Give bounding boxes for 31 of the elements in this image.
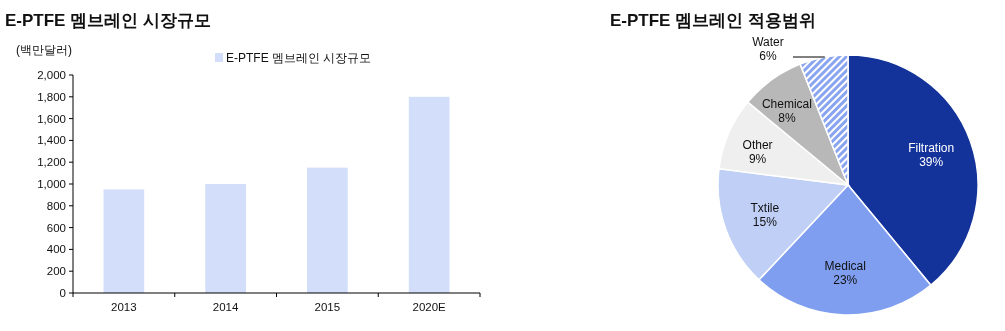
slice-label: Txtile [750,200,780,215]
y-tick-label: 600 [46,221,66,234]
y-tick-label: 1,800 [37,90,66,103]
slice-label: Filtration [908,141,955,156]
y-tick-label: 800 [46,199,66,212]
y-tick-label: 1,400 [37,134,66,147]
y-tick-label: 1,600 [37,112,66,125]
x-tick-label: 2015 [314,301,341,313]
y-tick-label: 200 [46,265,66,278]
x-tick-label: 2013 [111,301,137,313]
legend-label: E-PTFE 멤브레인 시장규모 [226,51,372,65]
data-label: 6% [759,49,777,63]
data-label: 39% [919,155,944,170]
slice-label: Water [752,35,784,49]
chart-title: E-PTFE 멤브레인 적용범위 [610,11,816,30]
data-label: 23% [833,273,858,288]
data-label: 15% [752,214,778,229]
y-tick-label: 1,000 [37,178,66,190]
data-label: 9% [748,152,767,167]
y-tick-label: 0 [59,287,66,299]
slice-label: Chemical [761,96,812,111]
chart-title: E-PTFE 멤브레인 시장규모 [5,11,211,30]
y-tick-label: 2,000 [37,69,66,81]
x-tick-label: 2020E [412,301,447,313]
y-tick-label: 1,200 [37,156,66,169]
y-tick-label: 400 [46,243,66,256]
y-axis-title: (백만달러) [16,43,72,57]
x-tick-label: 2014 [212,301,240,313]
slice-label: Other [742,138,773,153]
slice-label: Medical [824,259,866,274]
data-label: 8% [778,110,796,125]
